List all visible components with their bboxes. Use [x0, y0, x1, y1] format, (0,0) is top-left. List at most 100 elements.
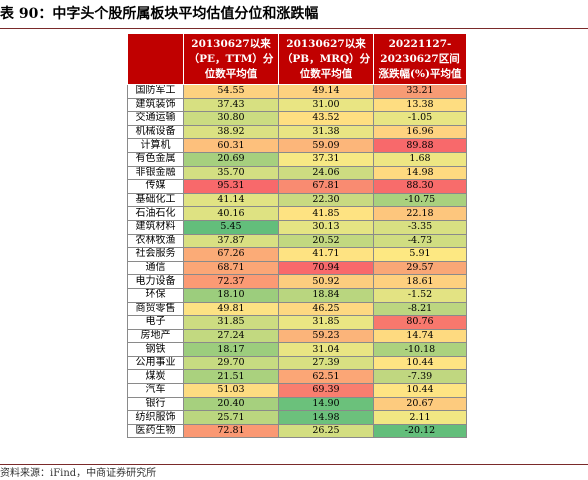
sector-name: 建筑材料 [127, 219, 184, 235]
pb-percentile-cell: 14.90 [278, 396, 374, 412]
change-pct-cell: 29.57 [373, 260, 467, 276]
pb-percentile-cell: 30.13 [278, 219, 374, 235]
table-body: 国防军工 54.55 49.14 33.21 建筑装饰 37.43 31.00 13.38 交通… [127, 84, 467, 439]
change-pct-cell: -8.21 [373, 301, 467, 317]
sector-name: 电力设备 [127, 274, 184, 289]
change-pct-cell: -10.18 [373, 342, 467, 357]
pb-percentile-cell: 70.94 [278, 260, 374, 276]
pe-percentile-cell: 38.92 [183, 124, 279, 140]
table-row: 建筑材料 5.45 30.13 -3.35 [127, 219, 467, 235]
pe-percentile-cell: 35.70 [183, 165, 279, 181]
sector-name: 汽车 [127, 383, 184, 398]
table-row: 计算机 60.31 59.09 89.88 [127, 138, 467, 153]
table-row: 煤炭 21.51 62.51 -7.39 [127, 369, 467, 385]
pe-percentile-cell: 40.16 [183, 206, 279, 221]
change-pct-cell: -20.12 [373, 423, 467, 439]
change-pct-cell: 16.96 [373, 124, 467, 140]
pb-percentile-cell: 46.25 [278, 301, 374, 317]
pe-percentile-cell: 41.14 [183, 192, 279, 208]
pb-percentile-cell: 41.85 [278, 206, 374, 221]
table-row: 房地产 27.24 59.23 14.74 [127, 328, 467, 344]
table-row: 农林牧渔 37.87 20.52 -4.73 [127, 233, 467, 249]
table-row: 传媒 95.31 67.81 88.30 [127, 179, 467, 194]
header-change-pct: 20221127-20230627区间涨跌幅(%)平均值 [373, 33, 467, 85]
pe-percentile-cell: 18.10 [183, 287, 279, 303]
change-pct-cell: 10.44 [373, 355, 467, 371]
pb-percentile-cell: 24.06 [278, 165, 374, 181]
pe-percentile-cell: 51.03 [183, 383, 279, 398]
pe-percentile-cell: 72.37 [183, 274, 279, 289]
change-pct-cell: 14.98 [373, 165, 467, 181]
pb-percentile-cell: 62.51 [278, 369, 374, 385]
sector-name: 计算机 [127, 138, 184, 153]
table-row: 基础化工 41.14 22.30 -10.75 [127, 192, 467, 208]
pb-percentile-cell: 14.98 [278, 410, 374, 425]
valuation-table-container: 20130627以来（PE，TTM）分位数平均值 20130627以来（PB，M… [127, 33, 467, 439]
header-row: 20130627以来（PE，TTM）分位数平均值 20130627以来（PB，M… [127, 33, 467, 85]
pb-percentile-cell: 59.09 [278, 138, 374, 153]
table-title: 表 90：中字头个股所属板块平均估值分位和涨跌幅 [0, 6, 319, 22]
pe-percentile-cell: 20.40 [183, 396, 279, 412]
change-pct-cell: -4.73 [373, 233, 467, 249]
change-pct-cell: -10.75 [373, 192, 467, 208]
pb-percentile-cell: 20.52 [278, 233, 374, 249]
change-pct-cell: 33.21 [373, 84, 467, 99]
pe-percentile-cell: 31.85 [183, 315, 279, 330]
pe-percentile-cell: 54.55 [183, 84, 279, 99]
valuation-table: 20130627以来（PE，TTM）分位数平均值 20130627以来（PB，M… [127, 33, 467, 439]
pe-percentile-cell: 5.45 [183, 219, 279, 235]
sector-name: 非银金融 [127, 165, 184, 181]
pb-percentile-cell: 49.14 [278, 84, 374, 99]
table-row: 纺织服饰 25.71 14.98 2.11 [127, 410, 467, 425]
sector-name: 医药生物 [127, 423, 184, 439]
pe-percentile-cell: 72.81 [183, 423, 279, 439]
change-pct-cell: -7.39 [373, 369, 467, 385]
change-pct-cell: 88.30 [373, 179, 467, 194]
pe-percentile-cell: 67.26 [183, 247, 279, 262]
pe-percentile-cell: 18.17 [183, 342, 279, 357]
change-pct-cell: 2.11 [373, 410, 467, 425]
change-pct-cell: -1.05 [373, 111, 467, 126]
table-row: 钢铁 18.17 31.04 -10.18 [127, 342, 467, 357]
pe-percentile-cell: 37.87 [183, 233, 279, 249]
sector-name: 石油石化 [127, 206, 184, 221]
pb-percentile-cell: 50.92 [278, 274, 374, 289]
pe-percentile-cell: 37.43 [183, 97, 279, 113]
change-pct-cell: 14.74 [373, 328, 467, 344]
pe-percentile-cell: 68.71 [183, 260, 279, 276]
table-row: 非银金融 35.70 24.06 14.98 [127, 165, 467, 181]
table-row: 电子 31.85 31.85 80.76 [127, 315, 467, 330]
table-row: 银行 20.40 14.90 20.67 [127, 396, 467, 412]
sector-name: 通信 [127, 260, 184, 276]
change-pct-cell: -1.52 [373, 287, 467, 303]
sector-name: 商贸零售 [127, 301, 184, 317]
pe-percentile-cell: 21.51 [183, 369, 279, 385]
change-pct-cell: 89.88 [373, 138, 467, 153]
header-pe-percentile: 20130627以来（PE，TTM）分位数平均值 [183, 33, 279, 85]
sector-name: 机械设备 [127, 124, 184, 140]
pb-percentile-cell: 41.71 [278, 247, 374, 262]
pb-percentile-cell: 37.31 [278, 151, 374, 167]
table-row: 环保 18.10 18.84 -1.52 [127, 287, 467, 303]
table-row: 汽车 51.03 69.39 10.44 [127, 383, 467, 398]
pb-percentile-cell: 31.04 [278, 342, 374, 357]
pe-percentile-cell: 30.80 [183, 111, 279, 126]
sector-name: 煤炭 [127, 369, 184, 385]
table-row: 医药生物 72.81 26.25 -20.12 [127, 423, 467, 439]
pe-percentile-cell: 25.71 [183, 410, 279, 425]
change-pct-cell: 1.68 [373, 151, 467, 167]
change-pct-cell: 80.76 [373, 315, 467, 330]
header-pb-percentile: 20130627以来（PB，MRQ）分位数平均值 [278, 33, 374, 85]
sector-name: 社会服务 [127, 247, 184, 262]
sector-name: 银行 [127, 396, 184, 412]
source-note: 资料来源：iFind，中商证券研究所 [0, 468, 157, 479]
table-row: 公用事业 29.70 27.39 10.44 [127, 355, 467, 371]
sector-name: 国防军工 [127, 84, 184, 99]
table-row: 商贸零售 49.81 46.25 -8.21 [127, 301, 467, 317]
table-row: 建筑装饰 37.43 31.00 13.38 [127, 97, 467, 113]
change-pct-cell: -3.35 [373, 219, 467, 235]
pb-percentile-cell: 27.39 [278, 355, 374, 371]
pb-percentile-cell: 26.25 [278, 423, 374, 439]
bottom-rule [0, 464, 588, 465]
sector-name: 有色金属 [127, 151, 184, 167]
